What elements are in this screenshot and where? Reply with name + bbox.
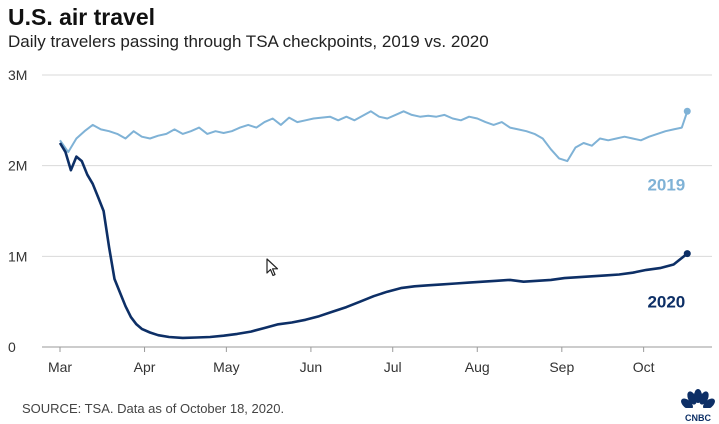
logo-text: CNBC: [685, 413, 711, 423]
x-tick-label: Oct: [633, 359, 655, 375]
x-tick-label: Jun: [300, 359, 323, 375]
series-line-2019: [59, 110, 689, 163]
x-tick-label: May: [213, 359, 239, 375]
y-tick-label: 2M: [8, 158, 27, 174]
x-tick-label: Jul: [384, 359, 402, 375]
series-endpoint-2020: [683, 250, 691, 258]
x-tick-label: Mar: [48, 359, 72, 375]
series-label-2019: 2019: [647, 175, 685, 194]
x-tick-label: Apr: [134, 359, 156, 375]
series-labels: 2019 2020: [647, 175, 685, 311]
y-tick-label: 0: [8, 339, 16, 355]
gridlines: [42, 74, 712, 348]
chart-title: U.S. air travel: [8, 4, 156, 30]
y-tick-label: 3M: [8, 67, 27, 83]
series-line-2020: [58, 142, 689, 340]
y-axis-ticks: 0 1M 2M 3M: [8, 67, 27, 355]
series-endpoint-2019: [683, 107, 691, 115]
series-lines: [58, 107, 691, 340]
x-tick-label: Sep: [549, 359, 574, 375]
y-tick-label: 1M: [8, 248, 27, 264]
x-tick-label: Aug: [465, 359, 490, 375]
chart-subtitle: Daily travelers passing through TSA chec…: [8, 32, 489, 51]
x-axis-ticks: Mar Apr May Jun Jul Aug Sep Oct: [48, 347, 655, 375]
cnbc-peacock-logo-icon: CNBC: [681, 389, 715, 423]
source-note: SOURCE: TSA. Data as of October 18, 2020…: [22, 401, 285, 416]
mouse-cursor-icon: [266, 258, 279, 277]
series-label-2020: 2020: [647, 293, 685, 312]
